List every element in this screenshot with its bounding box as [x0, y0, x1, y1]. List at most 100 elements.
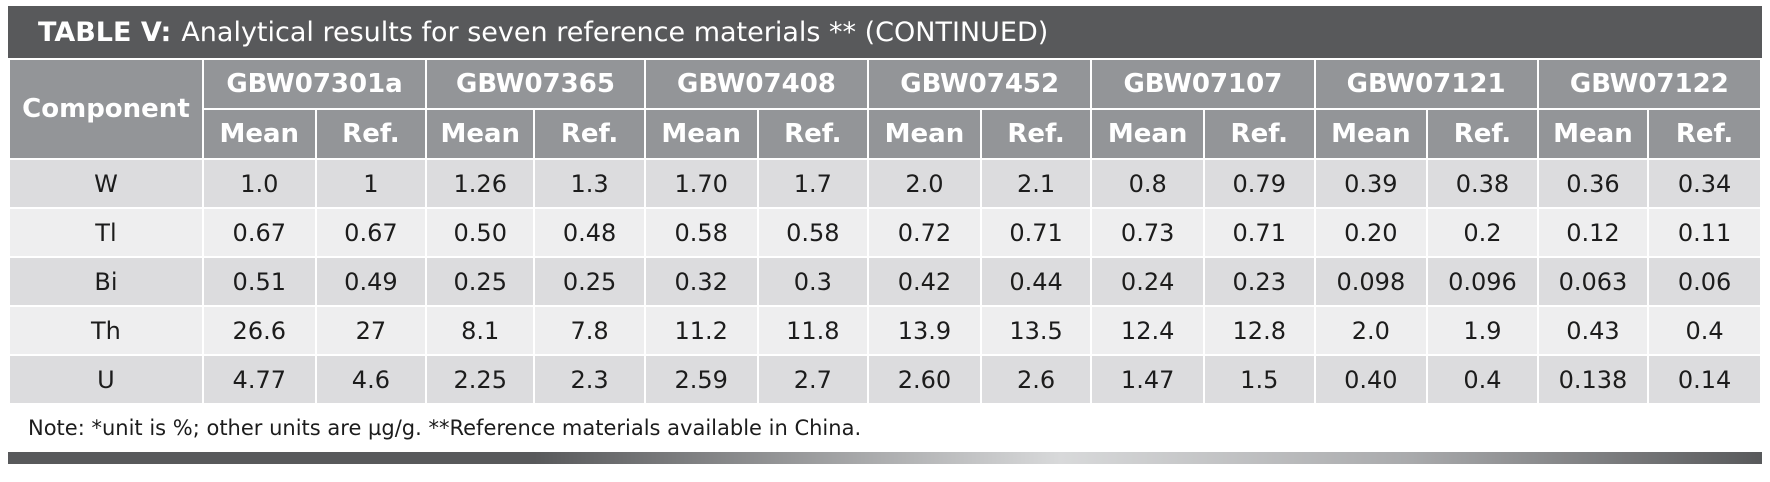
value-cell: 0.20 [1313, 207, 1429, 258]
value-cell: 0.14 [1647, 354, 1762, 405]
value-cell: 1.5 [1203, 354, 1316, 405]
value-cell: 1.0 [201, 158, 317, 209]
subcolumn-header: Ref. [979, 108, 1093, 160]
value-cell: 2.3 [533, 354, 646, 405]
results-table: Component GBW07301a GBW07365 GBW07408 GB… [8, 58, 1763, 405]
material-header: GBW07408 [643, 58, 870, 110]
material-header: GBW07122 [1536, 58, 1763, 110]
value-cell: 0.063 [1536, 256, 1650, 307]
subcolumn-header: Ref. [756, 108, 870, 160]
table-row: W 1.0 1 1.26 1.3 1.70 1.7 2.0 2.1 0.8 0.79 0.39 0.38… [8, 158, 1762, 209]
value-cell: 0.71 [979, 207, 1093, 258]
value-cell: 0.096 [1426, 256, 1539, 307]
value-cell: 1.3 [533, 158, 646, 209]
value-cell: 4.6 [314, 354, 428, 405]
value-cell: 1 [314, 158, 428, 209]
value-cell: 1.47 [1090, 354, 1206, 405]
value-cell: 0.11 [1647, 207, 1762, 258]
value-cell: 26.6 [201, 305, 317, 356]
value-cell: 0.34 [1647, 158, 1762, 209]
subcolumn-header: Mean [1090, 108, 1206, 160]
table-row: Th 26.6 27 8.1 7.8 11.2 11.8 13.9 13.5 12.4 12.8 2.… [8, 305, 1762, 356]
component-cell: Tl [8, 207, 204, 258]
material-header: GBW07365 [425, 58, 646, 110]
value-cell: 0.23 [1203, 256, 1316, 307]
table-caption: Analytical results for seven reference m… [181, 16, 1049, 48]
subcolumn-header: Mean [1313, 108, 1429, 160]
material-header: GBW07121 [1313, 58, 1539, 110]
subcolumn-header: Mean [425, 108, 536, 160]
value-cell: 0.58 [756, 207, 870, 258]
value-cell: 2.6 [979, 354, 1093, 405]
value-cell: 13.5 [979, 305, 1093, 356]
value-cell: 0.3 [756, 256, 870, 307]
value-cell: 11.2 [643, 305, 759, 356]
value-cell: 2.7 [756, 354, 870, 405]
value-cell: 0.12 [1536, 207, 1650, 258]
subcolumn-header: Mean [1536, 108, 1650, 160]
table-row: Bi 0.51 0.49 0.25 0.25 0.32 0.3 0.42 0.44 0.24 0.2… [8, 256, 1762, 307]
value-cell: 0.25 [425, 256, 536, 307]
component-cell: W [8, 158, 204, 209]
value-cell: 0.44 [979, 256, 1093, 307]
value-cell: 0.4 [1647, 305, 1762, 356]
value-cell: 0.67 [314, 207, 428, 258]
value-cell: 0.4 [1426, 354, 1539, 405]
value-cell: 0.48 [533, 207, 646, 258]
table-body: W 1.0 1 1.26 1.3 1.70 1.7 2.0 2.1 0.8 0.79 0.39 0.38… [8, 158, 1762, 405]
value-cell: 0.32 [643, 256, 759, 307]
subcolumn-header: Ref. [314, 108, 428, 160]
subcolumn-header: Mean [201, 108, 317, 160]
value-cell: 0.73 [1090, 207, 1206, 258]
value-cell: 0.67 [201, 207, 317, 258]
value-cell: 1.9 [1426, 305, 1539, 356]
value-cell: 0.2 [1426, 207, 1539, 258]
value-cell: 2.0 [1313, 305, 1429, 356]
value-cell: 2.59 [643, 354, 759, 405]
value-cell: 1.70 [643, 158, 759, 209]
table-note: Note: *unit is %; other units are µg/g. … [28, 416, 862, 440]
value-cell: 0.79 [1203, 158, 1316, 209]
value-cell: 11.8 [756, 305, 870, 356]
header-row-materials: Component GBW07301a GBW07365 GBW07408 GB… [8, 58, 1763, 160]
value-cell: 0.39 [1313, 158, 1429, 209]
component-cell: U [8, 354, 204, 405]
value-cell: 2.60 [867, 354, 982, 405]
bottom-gradient-bar [8, 452, 1762, 464]
value-cell: 0.50 [425, 207, 536, 258]
value-cell: 0.8 [1090, 158, 1206, 209]
value-cell: 0.36 [1536, 158, 1650, 209]
value-cell: 0.098 [1313, 256, 1429, 307]
value-cell: 0.51 [201, 256, 317, 307]
value-cell: 1.7 [756, 158, 870, 209]
component-cell: Bi [8, 256, 204, 307]
table-number: TABLE V: [38, 16, 172, 48]
value-cell: 0.58 [643, 207, 759, 258]
value-cell: 0.06 [1647, 256, 1762, 307]
value-cell: 0.49 [314, 256, 428, 307]
value-cell: 12.4 [1090, 305, 1206, 356]
table-title-bar: TABLE V: Analytical results for seven re… [8, 6, 1762, 58]
value-cell: 0.40 [1313, 354, 1429, 405]
value-cell: 1.26 [425, 158, 536, 209]
value-cell: 0.24 [1090, 256, 1206, 307]
value-cell: 13.9 [867, 305, 982, 356]
material-header: GBW07107 [1090, 58, 1316, 110]
value-cell: 0.72 [867, 207, 982, 258]
value-cell: 27 [314, 305, 428, 356]
value-cell: 2.25 [425, 354, 536, 405]
column-header-component: Component [8, 58, 204, 160]
component-cell: Th [8, 305, 204, 356]
subcolumn-header: Ref. [1203, 108, 1316, 160]
subcolumn-header: Ref. [533, 108, 646, 160]
subcolumn-header: Mean [643, 108, 759, 160]
value-cell: 7.8 [533, 305, 646, 356]
value-cell: 0.43 [1536, 305, 1650, 356]
subcolumn-header: Ref. [1426, 108, 1539, 160]
value-cell: 2.0 [867, 158, 982, 209]
table-row: U 4.77 4.6 2.25 2.3 2.59 2.7 2.60 2.6 1.47 1.5 0.40… [8, 354, 1762, 405]
value-cell: 0.71 [1203, 207, 1316, 258]
value-cell: 0.25 [533, 256, 646, 307]
subcolumn-header: Mean [867, 108, 982, 160]
table-row: Tl 0.67 0.67 0.50 0.48 0.58 0.58 0.72 0.71 0.73 0.… [8, 207, 1762, 258]
